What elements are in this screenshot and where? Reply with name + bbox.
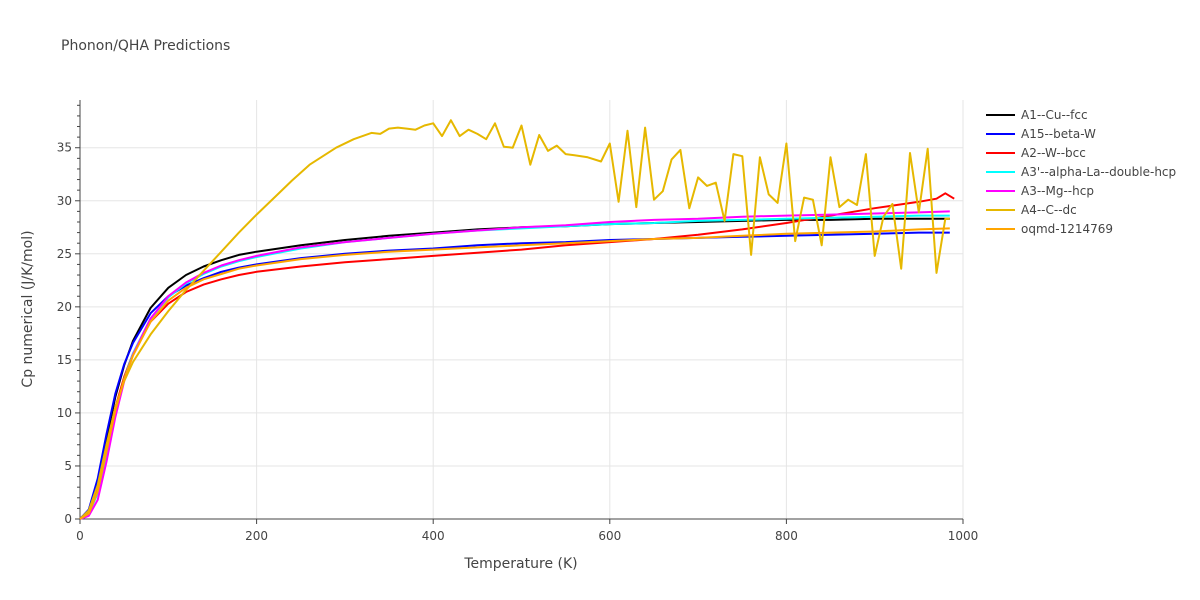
legend-label: A1--Cu--fcc	[1021, 108, 1088, 122]
x-tick-label: 0	[76, 529, 84, 543]
series-line-5	[79, 119, 950, 520]
series-line-2	[79, 192, 955, 520]
x-tick-label: 1000	[948, 529, 979, 543]
y-tick-label: 5	[64, 459, 72, 473]
legend-label: A3'--alpha-La--double-hcp	[1021, 165, 1176, 179]
legend-item[interactable]: A1--Cu--fcc	[986, 108, 1088, 122]
grid	[80, 100, 964, 519]
x-tick-label: 800	[775, 529, 798, 543]
series-line-1	[79, 231, 950, 520]
legend-item[interactable]: A4--C--dc	[986, 203, 1077, 217]
legend-label: A15--beta-W	[1021, 127, 1096, 141]
x-tick-label: 400	[422, 529, 445, 543]
legend-label: A4--C--dc	[1021, 203, 1077, 217]
x-tick-label: 600	[598, 529, 621, 543]
series-line-3	[79, 214, 950, 520]
legend-item[interactable]: A3'--alpha-La--double-hcp	[986, 165, 1176, 179]
y-tick-label: 10	[57, 406, 72, 420]
series-layer	[79, 119, 955, 520]
y-tick-label: 0	[64, 512, 72, 526]
legend-label: oqmd-1214769	[1021, 222, 1113, 236]
legend-item[interactable]: oqmd-1214769	[986, 222, 1113, 236]
y-tick-label: 30	[57, 194, 72, 208]
series-line-4	[79, 210, 950, 520]
legend[interactable]: A1--Cu--fcc A15--beta-W A2--W--bcc A3'--alp…	[986, 108, 1176, 236]
y-tick-label: 25	[57, 247, 72, 261]
legend-label: A3--Mg--hcp	[1021, 184, 1094, 198]
series-line-6	[79, 227, 950, 520]
legend-label: A2--W--bcc	[1021, 146, 1086, 160]
axes: 0 200 400 600 800 1000 0 5 10 15 20 25 30 35	[57, 100, 979, 543]
legend-item[interactable]: A15--beta-W	[986, 127, 1096, 141]
y-tick-label: 35	[57, 141, 72, 155]
x-axis-title: Temperature (K)	[463, 556, 577, 572]
legend-item[interactable]: A2--W--bcc	[986, 146, 1086, 160]
x-tick-label: 200	[245, 529, 268, 543]
legend-item[interactable]: A3--Mg--hcp	[986, 184, 1094, 198]
y-tick-label: 20	[57, 300, 72, 314]
chart-title: Phonon/QHA Predictions	[61, 38, 230, 54]
y-tick-label: 15	[57, 353, 72, 367]
y-axis-title: Cp numerical (J/K/mol)	[20, 230, 36, 387]
